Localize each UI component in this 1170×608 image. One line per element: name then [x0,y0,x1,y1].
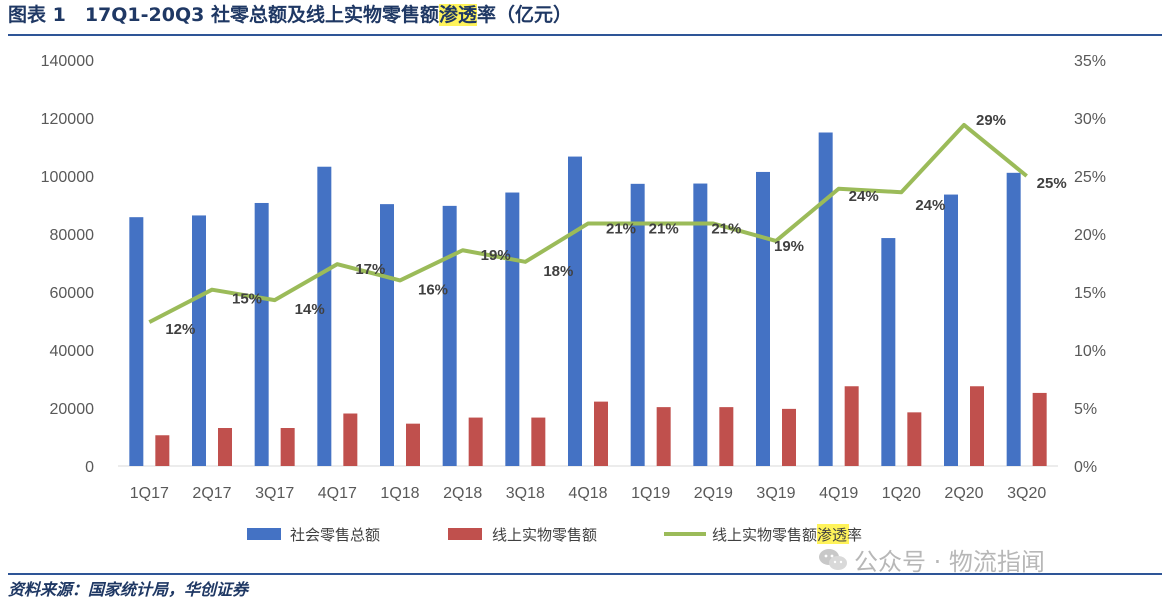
bar-total [380,204,394,466]
penetration-label: 16% [418,281,448,298]
bar-online [531,417,546,466]
bar-online [719,407,734,466]
x-tick-label: 1Q18 [380,485,419,502]
x-tick-label: 3Q20 [1007,485,1046,502]
bar-online [155,435,170,466]
x-tick-label: 3Q19 [756,485,795,502]
x-tick-label: 2Q18 [443,485,482,502]
legend-label-prefix: 线上实物零售额 [712,526,817,544]
y-left-tick: 20000 [50,401,95,418]
bar-total [317,166,332,466]
watermark: 公众号 · 物流指闻 [818,542,1045,577]
penetration-label: 17% [355,261,385,278]
bar-total [630,183,645,466]
top-rule [8,34,1162,36]
bar-online [280,428,295,466]
x-tick-label: 1Q17 [130,485,169,502]
y-left-tick: 100000 [41,169,94,186]
bar-total [881,238,896,466]
x-tick-label: 1Q20 [882,485,921,502]
bar-total [192,215,206,466]
legend-label-total: 社会零售总额 [290,526,380,544]
penetration-label: 12% [165,321,195,338]
y-right-tick: 15% [1074,285,1106,302]
y-right-tick: 35% [1074,53,1106,70]
bar-total [756,171,770,466]
x-tick-label: 4Q17 [318,485,357,502]
legend-highlight-mark [817,524,850,544]
bar-total [1006,172,1021,466]
penetration-label: 24% [849,188,879,205]
bar-online [406,423,420,466]
y-right-tick: 30% [1074,111,1106,128]
chart-svg: 0 20000 40000 60000 80000 100000 120000 140000 0… [41,53,1106,544]
penetration-label: 19% [481,247,511,264]
y-left-tick: 40000 [50,343,95,360]
legend-label-highlight: 渗透 [817,526,847,544]
x-tick-label: 2Q20 [944,485,983,502]
x-tick-label: 3Q18 [506,485,545,502]
legend-swatch-total [247,528,281,540]
penetration-label: 21% [649,221,679,238]
bar-total [944,194,958,466]
x-tick-label: 2Q17 [192,485,231,502]
bar-online [1032,392,1047,466]
bar-online [970,386,984,466]
bar-online [594,401,608,466]
bar-total [442,205,457,466]
bar-online [218,428,232,466]
bar-online [656,407,671,466]
y-right-tick: 5% [1074,401,1097,418]
watermark-text: 公众号 · 物流指闻 [854,548,1045,576]
bar-online [343,413,358,466]
penetration-line [148,122,1028,324]
penetration-label: 25% [1037,175,1067,192]
wechat-icon [819,548,847,570]
penetration-label: 21% [606,221,636,238]
penetration-label: 29% [976,112,1006,129]
x-tick-label: 1Q19 [631,485,670,502]
chart-title: 图表 1 17Q1-20Q3 社零总额及线上实物零售额渗透率（亿元） [8,0,572,30]
y-left-tick: 120000 [41,111,94,128]
x-tick-label: 3Q17 [255,485,294,502]
bar-total [505,192,520,466]
bar-total [568,156,582,466]
bar-online [468,417,483,466]
y-right-tick: 0% [1074,459,1097,476]
legend-label-online: 线上实物零售额 [492,526,597,544]
y-left-tick: 0 [85,459,94,476]
penetration-label: 24% [915,197,945,214]
x-tick-label: 4Q18 [568,485,607,502]
x-tick-label: 2Q19 [694,485,733,502]
title-highlight: 渗透 [438,4,477,26]
bar-online [844,386,859,466]
penetration-label: 21% [711,221,741,238]
legend-label-suffix: 率 [847,526,862,544]
penetration-label: 19% [774,238,804,255]
x-tick-label: 4Q19 [819,485,858,502]
y-right-tick: 20% [1074,227,1106,244]
bar-total [693,183,708,467]
y-left-tick: 140000 [41,53,94,70]
y-right-tick: 25% [1074,169,1106,186]
legend-swatch-online [448,528,482,540]
penetration-label: 14% [295,301,325,318]
penetration-label: 15% [232,291,262,308]
y-left-tick: 60000 [50,285,95,302]
y-left-tick: 80000 [50,227,95,244]
penetration-label: 18% [543,263,573,280]
source-note: 资料来源：国家统计局，华创证券 [8,580,249,599]
legend-label-penetration: 线上实物零售额渗透率 [712,526,862,544]
bar-total [818,132,833,466]
bottom-rule [8,573,1162,575]
bar-total [129,217,144,466]
title-suffix: 率（亿元） [476,4,572,26]
bar-total [254,202,269,466]
bar-online [907,412,922,466]
title-prefix: 图表 1 17Q1-20Q3 社零总额及线上实物零售额 [8,4,439,26]
bar-online [782,408,796,466]
y-right-tick: 10% [1074,343,1106,360]
